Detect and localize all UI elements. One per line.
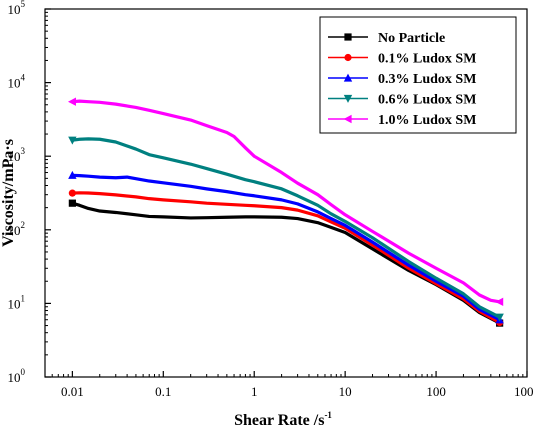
- data-point: [68, 199, 76, 207]
- series-1: [68, 189, 504, 327]
- y-tick-label: 101: [8, 293, 26, 311]
- x-tick-label: 0.1: [155, 384, 171, 399]
- y-tick-label: 102: [8, 220, 26, 238]
- x-tick-label: 100: [426, 384, 446, 399]
- legend-label: 1.0% Ludox SM: [378, 113, 476, 128]
- legend-item: 0.6% Ludox SM: [328, 93, 476, 108]
- y-tick-label: 103: [8, 146, 26, 164]
- legend-marker: [343, 94, 353, 103]
- legend-item: No Particle: [328, 31, 445, 46]
- data-point: [68, 189, 76, 197]
- series-0: [68, 199, 504, 327]
- series-layer: [67, 97, 504, 327]
- x-axis-ticks: 0.01 0.1 1 10 100 1000: [61, 371, 533, 399]
- legend-label: 0.6% Ludox SM: [378, 93, 476, 108]
- series-4: [67, 97, 504, 307]
- legend-marker: [343, 73, 353, 82]
- x-tick-label: 10: [339, 384, 352, 399]
- x-axis-title: Shear Rate /s-1: [234, 410, 332, 429]
- series-line: [70, 173, 502, 322]
- y-tick-label: 104: [8, 73, 26, 91]
- data-point: [68, 136, 77, 145]
- legend-item: 0.3% Ludox SM: [328, 72, 476, 87]
- legend-label: No Particle: [378, 31, 445, 46]
- legend-marker: [344, 53, 352, 62]
- legend-label: 0.1% Ludox SM: [378, 52, 476, 67]
- y-axis-title: Viscosity/mPa·s: [0, 139, 17, 247]
- x-tick-label: 1: [251, 384, 258, 399]
- series-line: [70, 137, 502, 319]
- data-point: [68, 170, 77, 179]
- series-3: [68, 136, 504, 322]
- x-tick-label: 1000: [514, 384, 533, 399]
- series-2: [68, 170, 504, 324]
- minor-ticks: [45, 11, 524, 377]
- legend-item: 0.1% Ludox SM: [328, 52, 476, 67]
- data-point: [67, 97, 76, 106]
- y-axis-ticks: 100 101 102 103 104 105: [8, 0, 51, 385]
- legend-marker: [343, 114, 352, 124]
- legend-item: 1.0% Ludox SM: [328, 113, 476, 128]
- series-line: [70, 191, 502, 325]
- y-tick-label: 105: [8, 0, 26, 17]
- series-line: [70, 201, 502, 325]
- y-tick-label: 100: [8, 367, 26, 385]
- plot-frame: [44, 8, 528, 378]
- data-point: [495, 297, 504, 307]
- legend: No Particle 0.1% Ludox SM 0.3% Ludox SM 0.6…: [319, 16, 517, 134]
- x-tick-label: 0.01: [61, 384, 84, 399]
- legend-items: No Particle 0.1% Ludox SM 0.3% Ludox SM 0.6…: [328, 31, 476, 128]
- legend-marker: [344, 33, 352, 41]
- legend-label: 0.3% Ludox SM: [378, 72, 476, 87]
- series-line: [70, 99, 502, 304]
- data-point: [495, 313, 504, 322]
